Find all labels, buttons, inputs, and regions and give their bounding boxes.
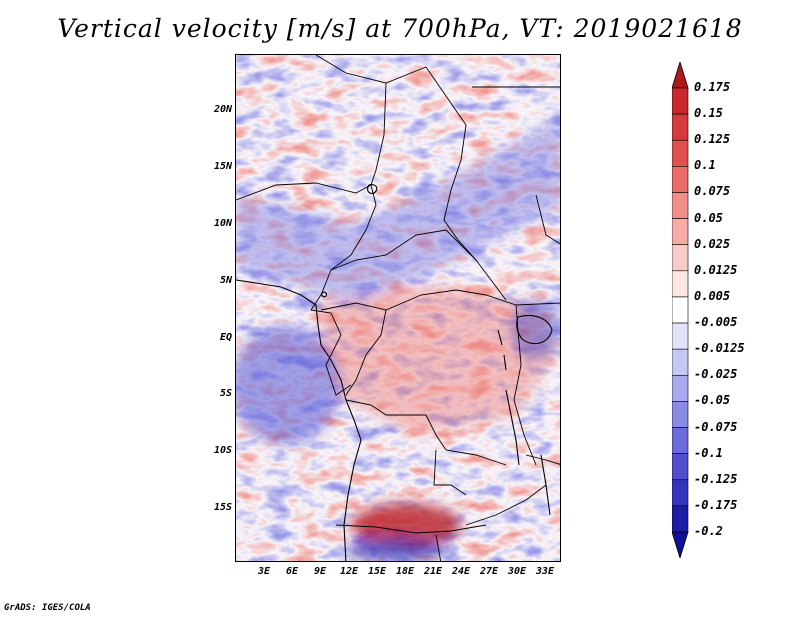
colorbar-label: -0.025 (694, 367, 738, 382)
lake-chad (367, 184, 378, 194)
lon-label: 33E (535, 566, 555, 577)
boundary-angola-zambia (433, 449, 467, 496)
colorbar-label: 0.125 (694, 132, 731, 147)
lat-label: 15N (213, 161, 232, 172)
colorbar-label: 0.175 (694, 80, 731, 94)
colorbar-label: 0.025 (694, 236, 731, 251)
footer-credit: GrADS: IGES/COLA (4, 603, 91, 613)
colorbar-label: 0.075 (694, 184, 731, 199)
sahel-subsidence-band (236, 116, 560, 305)
coastlines (236, 184, 553, 561)
lat-label: EQ (219, 332, 232, 343)
lon-label: 9E (313, 566, 327, 577)
boundary-car-drc (320, 289, 560, 311)
colorbar-segment (672, 427, 689, 454)
colorbar-segment (672, 244, 689, 272)
colorbar-label: -0.125 (694, 471, 738, 486)
colorbar-segment (672, 374, 689, 402)
colorbar-label: 0.1 (694, 158, 716, 173)
velocity-field-map (236, 55, 560, 561)
lon-label: 30E (507, 566, 527, 577)
colorbar-segment (672, 139, 689, 167)
colorbar (672, 62, 689, 558)
boundary-chad-sudan-east (443, 159, 507, 301)
boundary-zambia-zimbabwe (465, 484, 547, 526)
lake-victoria-region-mixed (510, 300, 560, 360)
lon-label: 15E (367, 566, 387, 577)
angola-subsidence-core (346, 538, 446, 561)
colorbar-segment (672, 401, 689, 428)
lon-label: 24E (451, 566, 471, 577)
boundary-congo-gabon (310, 309, 352, 396)
lat-label: 15S (213, 502, 232, 513)
colorbar-segment (672, 505, 689, 533)
colorbar-segment (672, 531, 689, 558)
colorbar-label: -0.0125 (694, 341, 745, 356)
bioko-island (321, 291, 328, 298)
lon-label: 6E (285, 566, 299, 577)
colorbar-segment (672, 296, 689, 324)
boundary-niger-nigeria (236, 182, 372, 201)
gulf-of-guinea-subsidence (236, 325, 341, 445)
colorbar-label: -0.1 (694, 445, 723, 460)
lon-label: 3E (257, 566, 271, 577)
boundary-drc-east (513, 304, 537, 466)
lat-label: 5N (219, 275, 232, 286)
congo-ascent-region (316, 285, 556, 435)
boundary-niger-libya (315, 55, 467, 161)
colorbar-segment (672, 453, 689, 481)
lat-label: 10N (213, 218, 232, 229)
colorbar-label: -0.05 (694, 393, 731, 408)
colorbar-segment (672, 87, 689, 115)
colorbar-segment (672, 192, 689, 219)
west-africa-coast (236, 279, 362, 561)
boundary-botswana (435, 534, 442, 561)
broad-anomalies (236, 116, 560, 561)
colorbar-label: 0.0125 (694, 262, 738, 277)
boundary-chad-car (330, 229, 477, 271)
boundary-tanzania-mozambique (525, 454, 560, 465)
colorbar-label: -0.005 (694, 315, 738, 330)
lake-tanganyika (505, 389, 520, 466)
colorbar-segment (672, 113, 689, 141)
boundary-drc-congo (345, 309, 387, 396)
colorbar-segment (672, 270, 689, 298)
boundary-angola-namibia (335, 524, 487, 534)
lake-kivu-albert (497, 329, 507, 371)
lat-label: 20N (213, 104, 232, 115)
colorbar-label: 0.005 (694, 288, 731, 303)
map-title: Vertical velocity [m/s] at 700hPa, VT: 2… (57, 14, 743, 43)
colorbar-label: -0.175 (694, 497, 738, 512)
colorbar-label: 0.05 (694, 210, 723, 225)
lon-label: 12E (339, 566, 359, 577)
colorbar-segment (672, 218, 689, 246)
lon-label: 27E (479, 566, 499, 577)
colorbar-segment (672, 62, 689, 89)
boundary-drc-angola (345, 399, 507, 466)
country-boundaries (236, 55, 560, 561)
angola-ascent-core (351, 503, 461, 547)
colorbar-label: -0.075 (694, 419, 738, 434)
lon-label: 18E (395, 566, 415, 577)
colorbar-segment (672, 348, 689, 376)
colorbar-segment (672, 479, 689, 507)
colorbar-segment (672, 166, 689, 193)
boundary-ethiopia (535, 194, 560, 245)
lon-label: 21E (423, 566, 443, 577)
colorbar-label: 0.15 (694, 106, 723, 121)
lake-victoria (516, 314, 553, 345)
lake-malawi (540, 454, 551, 516)
colorbar-segment (672, 322, 689, 350)
boundary-chad-niger (365, 82, 387, 231)
lat-label: 10S (213, 445, 232, 456)
map-panel (235, 54, 561, 562)
lat-label: 5S (219, 388, 232, 399)
colorbar-label: -0.2 (694, 524, 723, 538)
